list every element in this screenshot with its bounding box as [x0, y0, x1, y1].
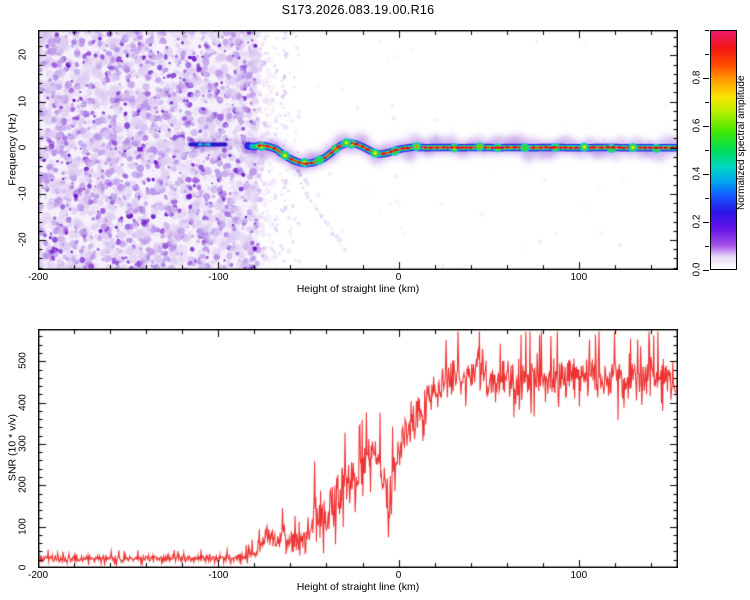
bottom-y-tick-label: 200	[17, 476, 29, 494]
bottom-y-tick-label: 500	[17, 352, 29, 370]
top-x-tick-label: 0	[395, 272, 402, 283]
bottom-x-tick-label: 0	[395, 570, 402, 581]
colorbar-tick	[705, 102, 709, 103]
colorbar-tick	[705, 30, 709, 31]
top-y-tick-label: 20	[17, 49, 29, 61]
top-x-tick-label: -100	[208, 272, 229, 283]
colorbar-tick	[705, 150, 709, 151]
colorbar-tick-label: 0.6	[691, 118, 703, 133]
bottom-x-axis-label: Height of straight line (km)	[296, 581, 420, 593]
colorbar-gradient	[710, 30, 737, 270]
bottom-y-tick-label: 0	[17, 564, 29, 571]
colorbar-label: Normalized spectral amplitude	[736, 75, 747, 210]
colorbar-tick	[703, 126, 709, 127]
snr-plot	[38, 329, 678, 568]
bottom-y-tick-label: 300	[17, 435, 29, 452]
colorbar-tick-label: 0.2	[691, 214, 703, 229]
colorbar-tick	[703, 270, 709, 271]
bottom-x-tick-label: -100	[208, 570, 229, 581]
colorbar-tick	[703, 174, 709, 175]
top-y-tick-label: -20	[17, 232, 29, 247]
top-y-tick-label: 0	[17, 144, 29, 150]
top-x-axis-label: Height of straight line (km)	[296, 283, 420, 295]
top-x-tick-label: 100	[570, 272, 588, 283]
spectrogram-plot	[38, 30, 678, 270]
bottom-x-tick-label: 100	[570, 570, 588, 581]
top-y-tick-label: -10	[17, 186, 29, 201]
colorbar-tick	[703, 78, 709, 79]
top-y-tick-label: 10	[17, 95, 29, 107]
plot-title: S173.2026.083.19.00.R16	[281, 3, 435, 17]
colorbar-tick	[705, 246, 709, 247]
bottom-y-tick-label: 400	[17, 393, 29, 411]
snr-canvas	[38, 329, 678, 568]
colorbar-tick	[703, 222, 709, 223]
colorbar-tick-label: 0.0	[691, 262, 703, 277]
colorbar-tick	[705, 54, 709, 55]
bottom-x-tick-label: -200	[27, 570, 48, 581]
spectrogram-canvas	[38, 30, 678, 270]
bottom-y-tick-label: 100	[17, 517, 29, 535]
colorbar-tick-label: 0.8	[691, 70, 703, 85]
top-x-tick-label: -200	[27, 272, 48, 283]
colorbar-tick-label: 0.4	[691, 166, 703, 181]
colorbar-tick	[705, 198, 709, 199]
